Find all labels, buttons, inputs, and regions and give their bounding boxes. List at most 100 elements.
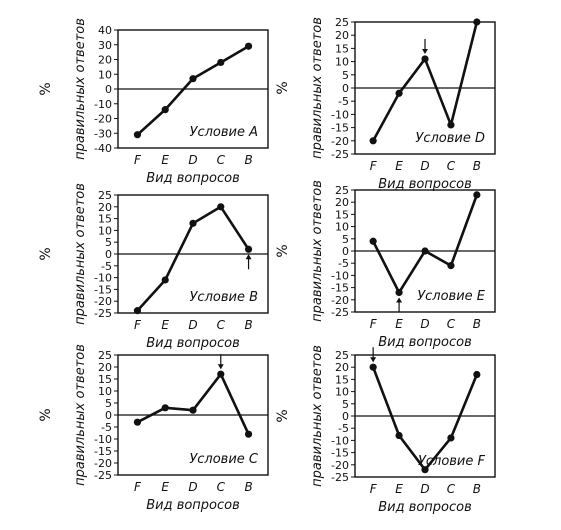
y-tick-label: -10 (94, 98, 112, 111)
y-tick-label: -20 (331, 294, 349, 307)
data-point (244, 430, 253, 438)
y-tick-label: 25 (335, 349, 349, 362)
data-point (133, 418, 142, 426)
x-category-label: B (244, 318, 252, 332)
y-tick-label: 20 (335, 29, 349, 42)
y-tick-label: 0 (105, 83, 112, 96)
y-tick-label: -20 (94, 295, 112, 308)
y-tick-label: 0 (342, 82, 349, 95)
data-point (447, 262, 455, 270)
y-axis-label: правильных ответов (310, 180, 325, 322)
y-tick-label: -25 (331, 471, 349, 484)
condition-label: Условие B (190, 290, 259, 305)
arrow-marker (245, 254, 252, 270)
y-tick-label: -20 (331, 459, 349, 472)
y-tick-label: 15 (335, 42, 349, 55)
y-tick-label: 15 (98, 213, 112, 226)
y-tick-label: 5 (105, 236, 112, 249)
data-point (473, 191, 481, 199)
x-category-label: B (244, 153, 252, 167)
condition-label: Условие F (418, 454, 486, 469)
x-category-label: C (447, 317, 456, 331)
x-axis-label: Вид вопросов (378, 335, 472, 350)
data-point (447, 121, 455, 129)
x-category-label: B (244, 480, 252, 494)
x-category-label: D (420, 159, 429, 173)
y-tick-label: -5 (338, 422, 349, 435)
data-point (189, 75, 197, 83)
x-category-label: E (395, 159, 403, 173)
y-tick-label: 10 (98, 224, 112, 237)
y-tick-label: -25 (94, 307, 112, 320)
y-tick-label: 10 (98, 385, 112, 398)
x-axis-label: Вид вопросов (378, 177, 472, 192)
data-point (189, 219, 197, 227)
y-tick-label: 0 (342, 410, 349, 423)
x-category-label: D (420, 482, 429, 496)
data-point (369, 237, 377, 245)
x-category-label: D (188, 480, 197, 494)
y-tick-label: 30 (98, 39, 112, 52)
y-unit-label: % (275, 81, 291, 94)
y-unit-label: % (38, 247, 54, 260)
data-point (447, 434, 455, 442)
y-unit-label: % (38, 408, 54, 421)
data-point (244, 245, 253, 253)
arrow-marker (422, 38, 428, 54)
data-point (473, 370, 481, 379)
x-category-label: D (420, 317, 429, 331)
y-tick-label: 25 (335, 184, 349, 197)
x-category-label: F (134, 480, 142, 494)
series-line (136, 372, 250, 435)
x-axis-label: Вид вопросов (146, 171, 240, 186)
y-unit-label: % (38, 82, 54, 95)
y-tick-label: 15 (335, 208, 349, 221)
y-tick-label: 5 (342, 398, 349, 411)
data-point (189, 406, 197, 414)
x-category-label: F (370, 317, 378, 331)
data-point (369, 363, 377, 371)
y-tick-label: -15 (94, 283, 112, 296)
y-tick-label: -5 (101, 421, 112, 434)
y-axis-label: правильных ответов (310, 17, 325, 159)
data-point (133, 131, 142, 139)
arrow-marker (370, 347, 377, 363)
y-tick-label: -25 (331, 148, 349, 161)
y-tick-label: 20 (98, 361, 112, 374)
data-point (421, 247, 429, 255)
y-tick-label: -10 (94, 272, 112, 285)
y-tick-label: 20 (98, 54, 112, 67)
condition-label: Условие E (417, 289, 486, 304)
y-tick-label: 40 (98, 24, 112, 37)
y-tick-label: 5 (342, 69, 349, 82)
y-tick-label: -40 (94, 142, 112, 155)
data-point (161, 106, 169, 114)
y-unit-label: % (275, 244, 291, 257)
x-category-label: C (217, 480, 226, 494)
y-tick-label: 0 (342, 245, 349, 258)
data-point (395, 288, 403, 297)
y-tick-label: -20 (94, 113, 112, 126)
y-tick-label: 5 (105, 397, 112, 410)
y-tick-label: -10 (331, 434, 349, 447)
condition-label: Условие A (190, 125, 258, 140)
data-point (161, 404, 169, 412)
data-point (421, 55, 429, 63)
y-tick-label: -20 (331, 135, 349, 148)
data-point (244, 42, 253, 50)
y-tick-label: 20 (335, 196, 349, 209)
y-tick-label: 15 (335, 373, 349, 386)
y-tick-label: -10 (331, 269, 349, 282)
y-tick-label: -15 (331, 122, 349, 135)
y-tick-label: -30 (94, 127, 112, 140)
data-point (217, 58, 225, 67)
series-line (371, 194, 479, 294)
y-tick-label: 20 (98, 201, 112, 214)
y-tick-label: -25 (331, 306, 349, 319)
x-category-label: C (447, 159, 456, 173)
